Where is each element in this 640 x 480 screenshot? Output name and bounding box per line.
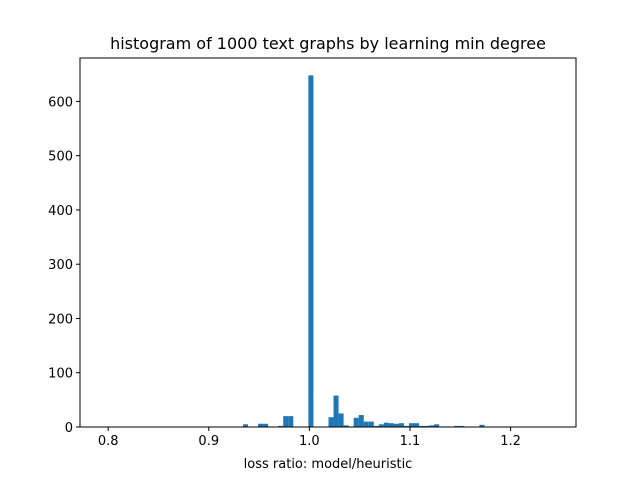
histogram-bar [459, 425, 465, 427]
y-tick-label: 100 [48, 367, 73, 382]
x-axis: 0.8 0.9 1.0 1.1 1.2 [98, 427, 521, 449]
histogram-bar [338, 413, 344, 427]
histogram-bar [283, 416, 289, 427]
y-tick-label: 200 [48, 312, 73, 327]
histogram-bar [263, 423, 269, 427]
y-tick-label: 300 [48, 258, 73, 273]
histogram-bar [378, 424, 384, 427]
histogram-bar [419, 425, 425, 427]
x-tick-label: 0.9 [198, 434, 219, 449]
histogram-bar [328, 417, 334, 427]
chart-title: histogram of 1000 text graphs by learnin… [110, 34, 546, 53]
x-tick-label: 1.2 [500, 434, 521, 449]
histogram-bar [388, 423, 394, 427]
histogram-bar [424, 425, 430, 427]
histogram-bar [479, 424, 485, 427]
histogram-bar [373, 425, 379, 427]
y-tick-label: 0 [65, 421, 73, 436]
histogram-bar [393, 423, 399, 427]
histogram-bar [434, 424, 440, 427]
histogram-bar [454, 425, 460, 427]
histogram-bar [398, 423, 404, 427]
plot-frame [79, 57, 577, 428]
histogram-bar [242, 424, 249, 427]
x-tick-label: 1.0 [299, 434, 320, 449]
bars-layer [227, 75, 485, 428]
histogram-bar [368, 421, 374, 427]
histogram-bar [278, 425, 284, 427]
y-tick-label: 600 [48, 95, 73, 110]
histogram-bar [363, 421, 369, 427]
y-tick-label: 400 [48, 204, 73, 219]
histogram-bar [288, 416, 294, 427]
histogram-bar [343, 425, 349, 427]
histogram-bar [383, 422, 389, 427]
histogram-bar [403, 425, 409, 427]
histogram-bar [408, 423, 415, 427]
histogram-bar [258, 423, 264, 427]
histogram-bar [358, 415, 364, 427]
y-tick-label: 500 [48, 150, 73, 165]
x-axis-label: loss ratio: model/heuristic [244, 457, 413, 472]
y-axis: 0 100 200 300 400 500 600 [48, 95, 80, 436]
histogram-bar [414, 423, 420, 427]
x-tick-label: 1.1 [400, 434, 421, 449]
histogram-bar [429, 425, 435, 427]
x-tick-label: 0.8 [98, 434, 119, 449]
histogram-bar [333, 395, 339, 427]
histogram-bar [308, 75, 314, 428]
histogram-bar [353, 417, 359, 427]
